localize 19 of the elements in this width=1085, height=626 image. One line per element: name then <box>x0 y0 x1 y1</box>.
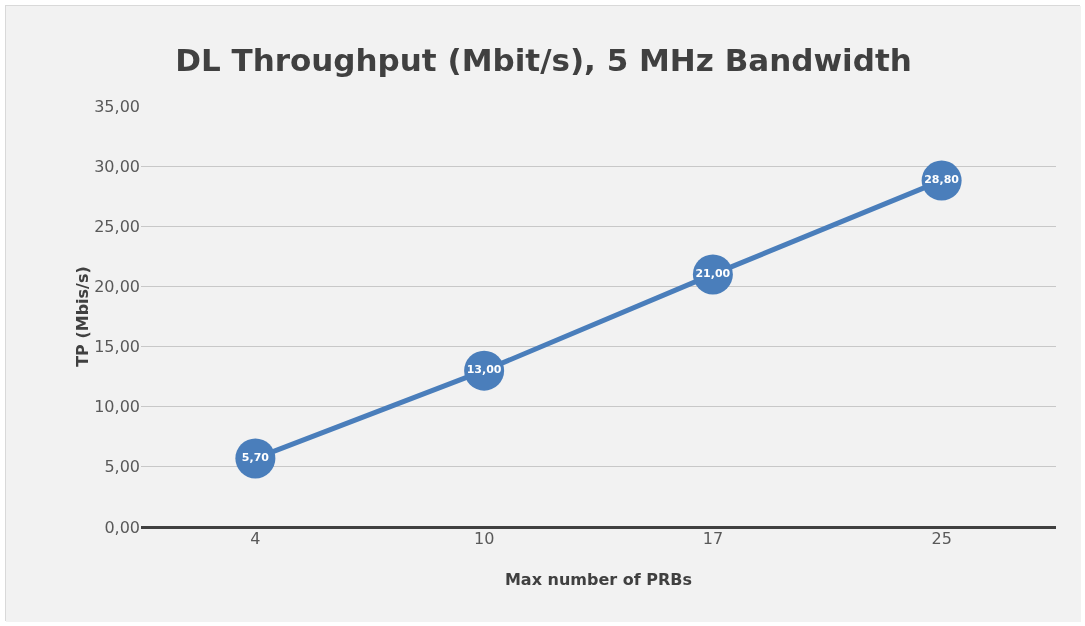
y-tick-label: 30,00 <box>94 156 140 176</box>
data-label: 21,00 <box>695 267 731 281</box>
y-tick-label: 0,00 <box>104 517 140 537</box>
y-tick-label: 5,00 <box>104 457 140 477</box>
data-label: 13,00 <box>466 363 502 377</box>
data-label: 28,80 <box>924 173 960 187</box>
x-tick-label: 4 <box>250 529 261 548</box>
y-tick-label: 15,00 <box>94 337 140 357</box>
y-axis-title: TP (Mbis/s) <box>73 266 93 367</box>
y-tick-label: 20,00 <box>94 277 140 297</box>
x-axis-title: Max number of PRBs <box>504 570 693 589</box>
y-tick-label: 10,00 <box>94 397 140 417</box>
x-tick-label: 17 <box>702 529 724 548</box>
data-label: 5,70 <box>241 451 270 465</box>
chart-title: DL Throughput (Mbit/s), 5 MHz Bandwidth <box>175 41 912 78</box>
x-tick-label: 25 <box>931 529 952 548</box>
y-tick-label: 35,00 <box>94 96 140 116</box>
x-tick-label: 10 <box>473 529 495 548</box>
y-tick-label: 25,00 <box>94 216 140 236</box>
